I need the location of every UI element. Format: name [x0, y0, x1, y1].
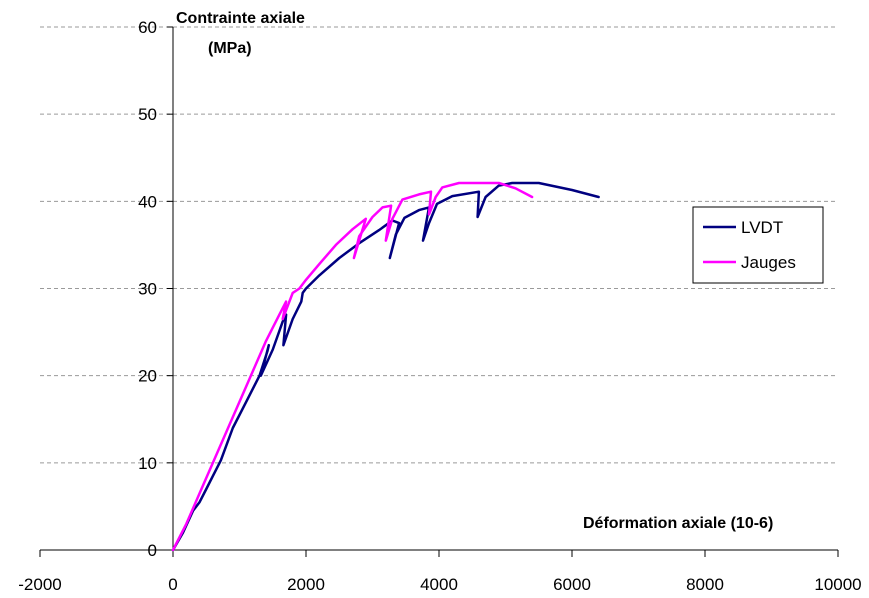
legend-label-jauges: Jauges [741, 253, 796, 272]
y-tick-label: 40 [138, 192, 157, 211]
x-tick-label: 8000 [686, 575, 724, 594]
x-tick-label: 10000 [814, 575, 861, 594]
x-tick-label: 0 [168, 575, 177, 594]
tick-labels: -2000 0 2000 4000 6000 8000 10000 0 10 20 30 40 50 60 [18, 18, 861, 594]
axes-layer [39, 26, 839, 557]
x-tick-label: 2000 [287, 575, 325, 594]
y-tick-label: 50 [138, 105, 157, 124]
y-tick-label: 10 [138, 454, 157, 473]
series-line-lvdt [171, 181, 600, 552]
series-layer [171, 181, 600, 552]
x-tick-label: 4000 [420, 575, 458, 594]
x-tick-label: 6000 [553, 575, 591, 594]
y-axis-title-line1: Contrainte axiale [176, 10, 305, 27]
y-axis-title-line2: (MPa) [208, 40, 252, 57]
legend: LVDT Jauges [692, 206, 824, 284]
x-tick-label: -2000 [18, 575, 61, 594]
y-tick-label: 30 [138, 280, 157, 299]
y-tick-label: 0 [148, 541, 157, 560]
legend-label-lvdt: LVDT [741, 218, 783, 237]
series-line-jauges [171, 181, 534, 552]
y-tick-label: 60 [138, 18, 157, 37]
x-axis-title: Déformation axiale (10-6) [583, 515, 773, 532]
legend-box [692, 206, 824, 284]
y-tick-label: 20 [138, 367, 157, 386]
